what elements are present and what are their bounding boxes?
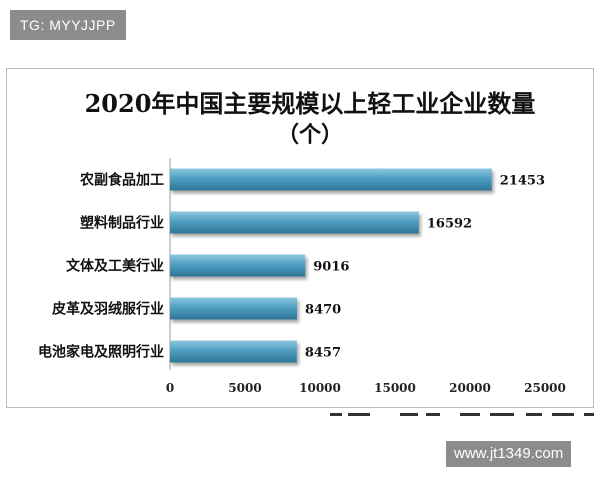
value-label-3: 8470 — [305, 303, 341, 318]
chart-title: 2020年中国主要规模以上轻工业企业数量 — [85, 89, 536, 118]
bar-0 — [170, 168, 492, 191]
value-label-2: 9016 — [313, 260, 349, 275]
value-label-4: 8457 — [305, 346, 341, 361]
bar-4 — [170, 340, 297, 363]
category-label-3: 皮革及羽绒服行业 — [51, 301, 164, 318]
category-label-4: 电池家电及照明行业 — [38, 344, 164, 361]
category-label-0: 农副食品加工 — [79, 172, 164, 189]
x-tick-label-0: 0 — [166, 381, 174, 395]
bar-1 — [170, 211, 419, 234]
watermark-badge: www.jt1349.com — [446, 441, 572, 467]
x-tick-label-1: 5000 — [228, 381, 261, 395]
value-label-1: 16592 — [427, 217, 472, 232]
bar-2 — [170, 254, 306, 277]
value-label-0: 21453 — [500, 174, 545, 189]
source-badge: TG: MYYJJPP — [10, 10, 126, 40]
x-tick-label-3: 15000 — [374, 381, 416, 395]
x-tick-label-4: 20000 — [449, 381, 491, 395]
chart-subtitle: （个） — [277, 122, 343, 148]
chart-frame — [6, 68, 594, 408]
category-label-1: 塑料制品行业 — [80, 215, 164, 232]
x-tick-label-2: 10000 — [299, 381, 341, 395]
x-tick-label-5: 25000 — [524, 381, 566, 395]
cropped-text-fragment — [330, 413, 594, 416]
bar-3 — [170, 297, 298, 320]
category-label-2: 文体及工美行业 — [66, 258, 164, 275]
